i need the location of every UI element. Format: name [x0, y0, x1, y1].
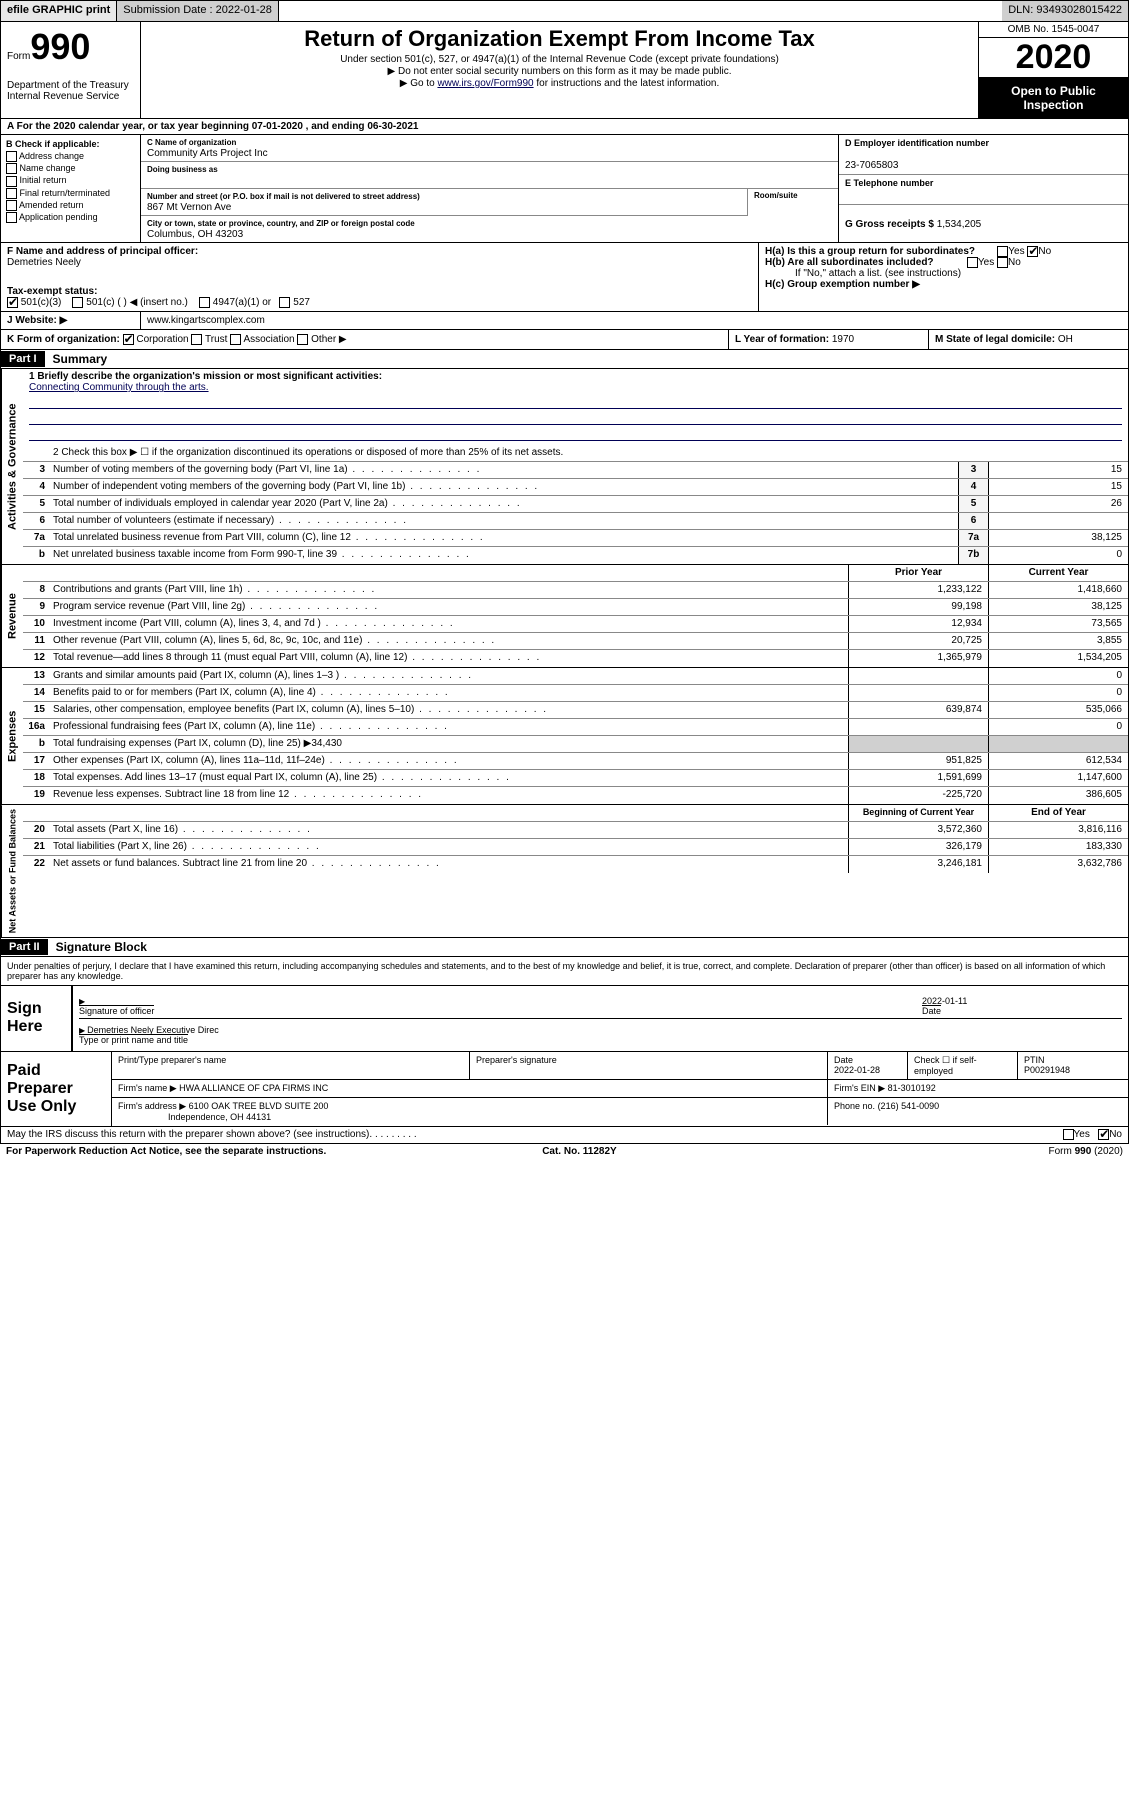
line-9: 9 Program service revenue (Part VIII, li… — [23, 599, 1128, 616]
line-15: 15 Salaries, other compensation, employe… — [23, 702, 1128, 719]
cb-other[interactable] — [297, 334, 308, 345]
side-netassets: Net Assets or Fund Balances — [1, 805, 23, 937]
cb-initial[interactable] — [6, 176, 17, 187]
row-fh: F Name and address of principal officer:… — [0, 243, 1129, 312]
cb-trust[interactable] — [191, 334, 202, 345]
block-bcd: B Check if applicable: Address change Na… — [0, 135, 1129, 243]
sub2: ▶ Do not enter social security numbers o… — [149, 66, 970, 77]
sub1: Under section 501(c), 527, or 4947(a)(1)… — [149, 54, 970, 65]
netassets-section: Net Assets or Fund Balances Beginning of… — [0, 805, 1129, 938]
firm-addr: 6100 OAK TREE BLVD SUITE 200 — [189, 1101, 329, 1111]
ein: 23-7065803 — [845, 160, 898, 171]
city: Columbus, OH 43203 — [147, 229, 243, 240]
cb-501c3[interactable] — [7, 297, 18, 308]
principal-officer: Demetries Neely — [7, 257, 81, 268]
line-b: b Total fundraising expenses (Part IX, c… — [23, 736, 1128, 753]
cb-527[interactable] — [279, 297, 290, 308]
line-6: 6 Total number of volunteers (estimate i… — [23, 513, 1128, 530]
website-url[interactable]: www.kingartscomplex.com — [141, 312, 1128, 329]
line-5: 5 Total number of individuals employed i… — [23, 496, 1128, 513]
line-14: 14 Benefits paid to or for members (Part… — [23, 685, 1128, 702]
efile-btn[interactable]: efile GRAPHIC print — [1, 1, 117, 21]
line-13: 13 Grants and similar amounts paid (Part… — [23, 668, 1128, 685]
dept-treasury: Department of the Treasury Internal Reve… — [7, 80, 134, 102]
line-8: 8 Contributions and grants (Part VIII, l… — [23, 582, 1128, 599]
side-revenue: Revenue — [1, 565, 23, 667]
discuss-row: May the IRS discuss this return with the… — [0, 1127, 1129, 1143]
cb-assoc[interactable] — [230, 334, 241, 345]
col-d: D Employer identification number23-70658… — [838, 135, 1128, 242]
form-header: Form990 Department of the Treasury Inter… — [0, 22, 1129, 119]
line-19: 19 Revenue less expenses. Subtract line … — [23, 787, 1128, 804]
submission-date: Submission Date : 2022-01-28 — [117, 1, 279, 21]
side-expenses: Expenses — [1, 668, 23, 804]
discuss-no[interactable] — [1098, 1129, 1109, 1140]
dln: DLN: 93493028015422 — [1002, 1, 1128, 21]
part2-header: Part II Signature Block — [0, 938, 1129, 957]
firm-name: HWA ALLIANCE OF CPA FIRMS INC — [179, 1083, 328, 1093]
line-21: 21 Total liabilities (Part X, line 26) 3… — [23, 839, 1128, 856]
room-lbl: Room/suite — [748, 189, 838, 216]
cb-name[interactable] — [6, 163, 17, 174]
irs-link[interactable]: www.irs.gov/Form990 — [437, 78, 533, 89]
activities-governance: Activities & Governance 1 Briefly descri… — [0, 369, 1129, 565]
ha-no[interactable] — [1027, 246, 1038, 257]
line-18: 18 Total expenses. Add lines 13–17 (must… — [23, 770, 1128, 787]
cb-address[interactable] — [6, 151, 17, 162]
row-klm: K Form of organization: Corporation Trus… — [0, 330, 1129, 350]
cb-501c[interactable] — [72, 297, 83, 308]
line-4: 4 Number of independent voting members o… — [23, 479, 1128, 496]
col-c: C Name of organizationCommunity Arts Pro… — [141, 135, 838, 242]
line-16a: 16a Professional fundraising fees (Part … — [23, 719, 1128, 736]
expenses-section: Expenses 13 Grants and similar amounts p… — [0, 668, 1129, 805]
firm-ein: 81-3010192 — [888, 1083, 936, 1093]
omb: OMB No. 1545-0047 — [979, 22, 1128, 38]
year-formation: 1970 — [832, 334, 854, 345]
cb-corp[interactable] — [123, 334, 134, 345]
line-20: 20 Total assets (Part X, line 16) 3,572,… — [23, 822, 1128, 839]
revenue-section: Revenue Prior YearCurrent Year 8 Contrib… — [0, 565, 1129, 668]
hb-no[interactable] — [997, 257, 1008, 268]
firm-phone: (216) 541-0090 — [878, 1101, 940, 1111]
cb-pending[interactable] — [6, 212, 17, 223]
tax-year: 2020 — [979, 38, 1128, 78]
line-12: 12 Total revenue—add lines 8 through 11 … — [23, 650, 1128, 667]
paid-preparer: Paid Preparer Use Only Print/Type prepar… — [0, 1052, 1129, 1127]
line-17: 17 Other expenses (Part IX, column (A), … — [23, 753, 1128, 770]
hb-yes[interactable] — [967, 257, 978, 268]
cb-4947[interactable] — [199, 297, 210, 308]
part1-header: Part I Summary — [0, 350, 1129, 369]
line-10: 10 Investment income (Part VIII, column … — [23, 616, 1128, 633]
open-inspection: Open to Public Inspection — [979, 78, 1128, 118]
line-11: 11 Other revenue (Part VIII, column (A),… — [23, 633, 1128, 650]
org-name: Community Arts Project Inc — [147, 148, 268, 159]
tax-exempt-lbl: Tax-exempt status: — [7, 286, 147, 297]
state-domicile: OH — [1058, 334, 1073, 345]
row-a-period: A For the 2020 calendar year, or tax yea… — [0, 119, 1129, 135]
form-number: Form990 — [7, 26, 134, 68]
cb-final[interactable] — [6, 188, 17, 199]
cb-amended[interactable] — [6, 200, 17, 211]
discuss-yes[interactable] — [1063, 1129, 1074, 1140]
side-activities: Activities & Governance — [1, 369, 23, 564]
line-22: 22 Net assets or fund balances. Subtract… — [23, 856, 1128, 873]
street: 867 Mt Vernon Ave — [147, 202, 231, 213]
sub3: ▶ Go to www.irs.gov/Form990 for instruct… — [149, 78, 970, 89]
topbar: efile GRAPHIC print Submission Date : 20… — [0, 0, 1129, 22]
line-3: 3 Number of voting members of the govern… — [23, 462, 1128, 479]
ptin: P00291948 — [1024, 1065, 1070, 1075]
line-b: b Net unrelated business taxable income … — [23, 547, 1128, 564]
mission-text[interactable]: Connecting Community through the arts. — [29, 382, 209, 393]
row-j-website: J Website: ▶ www.kingartscomplex.com — [0, 312, 1129, 330]
footer-line: For Paperwork Reduction Act Notice, see … — [0, 1144, 1129, 1159]
sign-here: Sign Here Signature of officer 2022-01-1… — [0, 986, 1129, 1052]
col-b-checkboxes: B Check if applicable: Address change Na… — [1, 135, 141, 242]
ha-yes[interactable] — [997, 246, 1008, 257]
gross-receipts: 1,534,205 — [937, 219, 982, 230]
line-7a: 7a Total unrelated business revenue from… — [23, 530, 1128, 547]
form-title: Return of Organization Exempt From Incom… — [149, 26, 970, 52]
perjury-text: Under penalties of perjury, I declare th… — [0, 957, 1129, 986]
